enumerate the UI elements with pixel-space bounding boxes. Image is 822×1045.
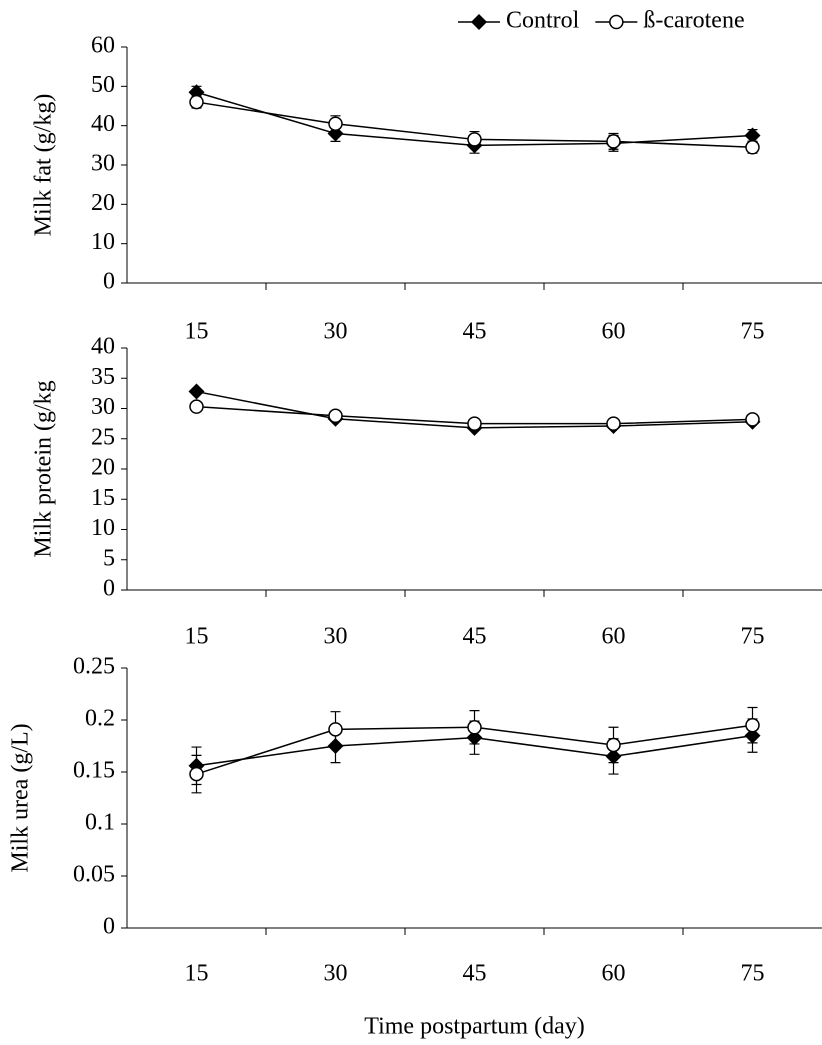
y-tick-label: 60 [91, 33, 115, 59]
marker [190, 400, 203, 413]
x-tick-label: 75 [741, 961, 765, 987]
marker [468, 133, 481, 146]
x-axis-title: Time postpartum (day) [364, 1014, 584, 1040]
y-tick-label: 0 [103, 914, 115, 940]
x-tick-label: 60 [602, 624, 626, 650]
y-tick-label: 20 [91, 190, 115, 216]
marker [746, 719, 759, 732]
y-tick-label: 0.2 [85, 706, 115, 732]
y-tick-label: 35 [91, 364, 115, 390]
y-tick-label: 10 [91, 515, 115, 541]
marker [471, 14, 487, 30]
marker [329, 723, 342, 736]
y-axis-title: Milk urea (g/L) [8, 723, 34, 872]
y-tick-label: 20 [91, 455, 115, 481]
marker [468, 417, 481, 430]
x-tick-label: 45 [463, 624, 487, 650]
marker [329, 117, 342, 130]
marker [190, 96, 203, 109]
marker [607, 738, 620, 751]
y-tick-label: 0.25 [73, 654, 115, 680]
marker [610, 16, 623, 29]
x-tick-label: 45 [463, 961, 487, 987]
x-tick-label: 30 [324, 624, 348, 650]
y-tick-label: 0 [103, 269, 115, 295]
y-tick-label: 0.1 [85, 810, 115, 836]
marker [189, 384, 205, 400]
marker [607, 417, 620, 430]
marker [190, 768, 203, 781]
x-tick-label: 45 [463, 319, 487, 345]
y-tick-label: 25 [91, 424, 115, 450]
x-tick-label: 30 [324, 319, 348, 345]
legend-label: Control [506, 8, 580, 34]
x-tick-label: 75 [741, 319, 765, 345]
y-axis-title: Milk fat (g/kg) [31, 94, 57, 237]
x-tick-label: 75 [741, 624, 765, 650]
page: 01020304050601530456075Milk fat (g/kg)Co… [0, 0, 822, 1045]
y-tick-label: 30 [91, 151, 115, 177]
x-tick-label: 60 [602, 319, 626, 345]
legend-label: ß-carotene [643, 8, 744, 34]
marker [746, 141, 759, 154]
y-tick-label: 5 [103, 545, 115, 571]
x-tick-label: 15 [185, 961, 209, 987]
y-tick-label: 50 [91, 72, 115, 98]
x-tick-label: 15 [185, 319, 209, 345]
marker [329, 409, 342, 422]
y-tick-label: 0 [103, 576, 115, 602]
marker [746, 413, 759, 426]
x-tick-label: 60 [602, 961, 626, 987]
y-tick-label: 40 [91, 111, 115, 137]
marker [607, 135, 620, 148]
y-tick-label: 10 [91, 229, 115, 255]
chart: 01020304050601530456075Milk fat (g/kg)Co… [0, 0, 822, 1045]
x-tick-label: 30 [324, 961, 348, 987]
y-tick-label: 30 [91, 394, 115, 420]
y-tick-label: 15 [91, 485, 115, 511]
y-tick-label: 40 [91, 334, 115, 360]
y-axis-title: Milk protein (g/kg [31, 380, 57, 557]
marker [468, 721, 481, 734]
y-tick-label: 0.15 [73, 758, 115, 784]
y-tick-label: 0.05 [73, 862, 115, 888]
x-tick-label: 15 [185, 624, 209, 650]
